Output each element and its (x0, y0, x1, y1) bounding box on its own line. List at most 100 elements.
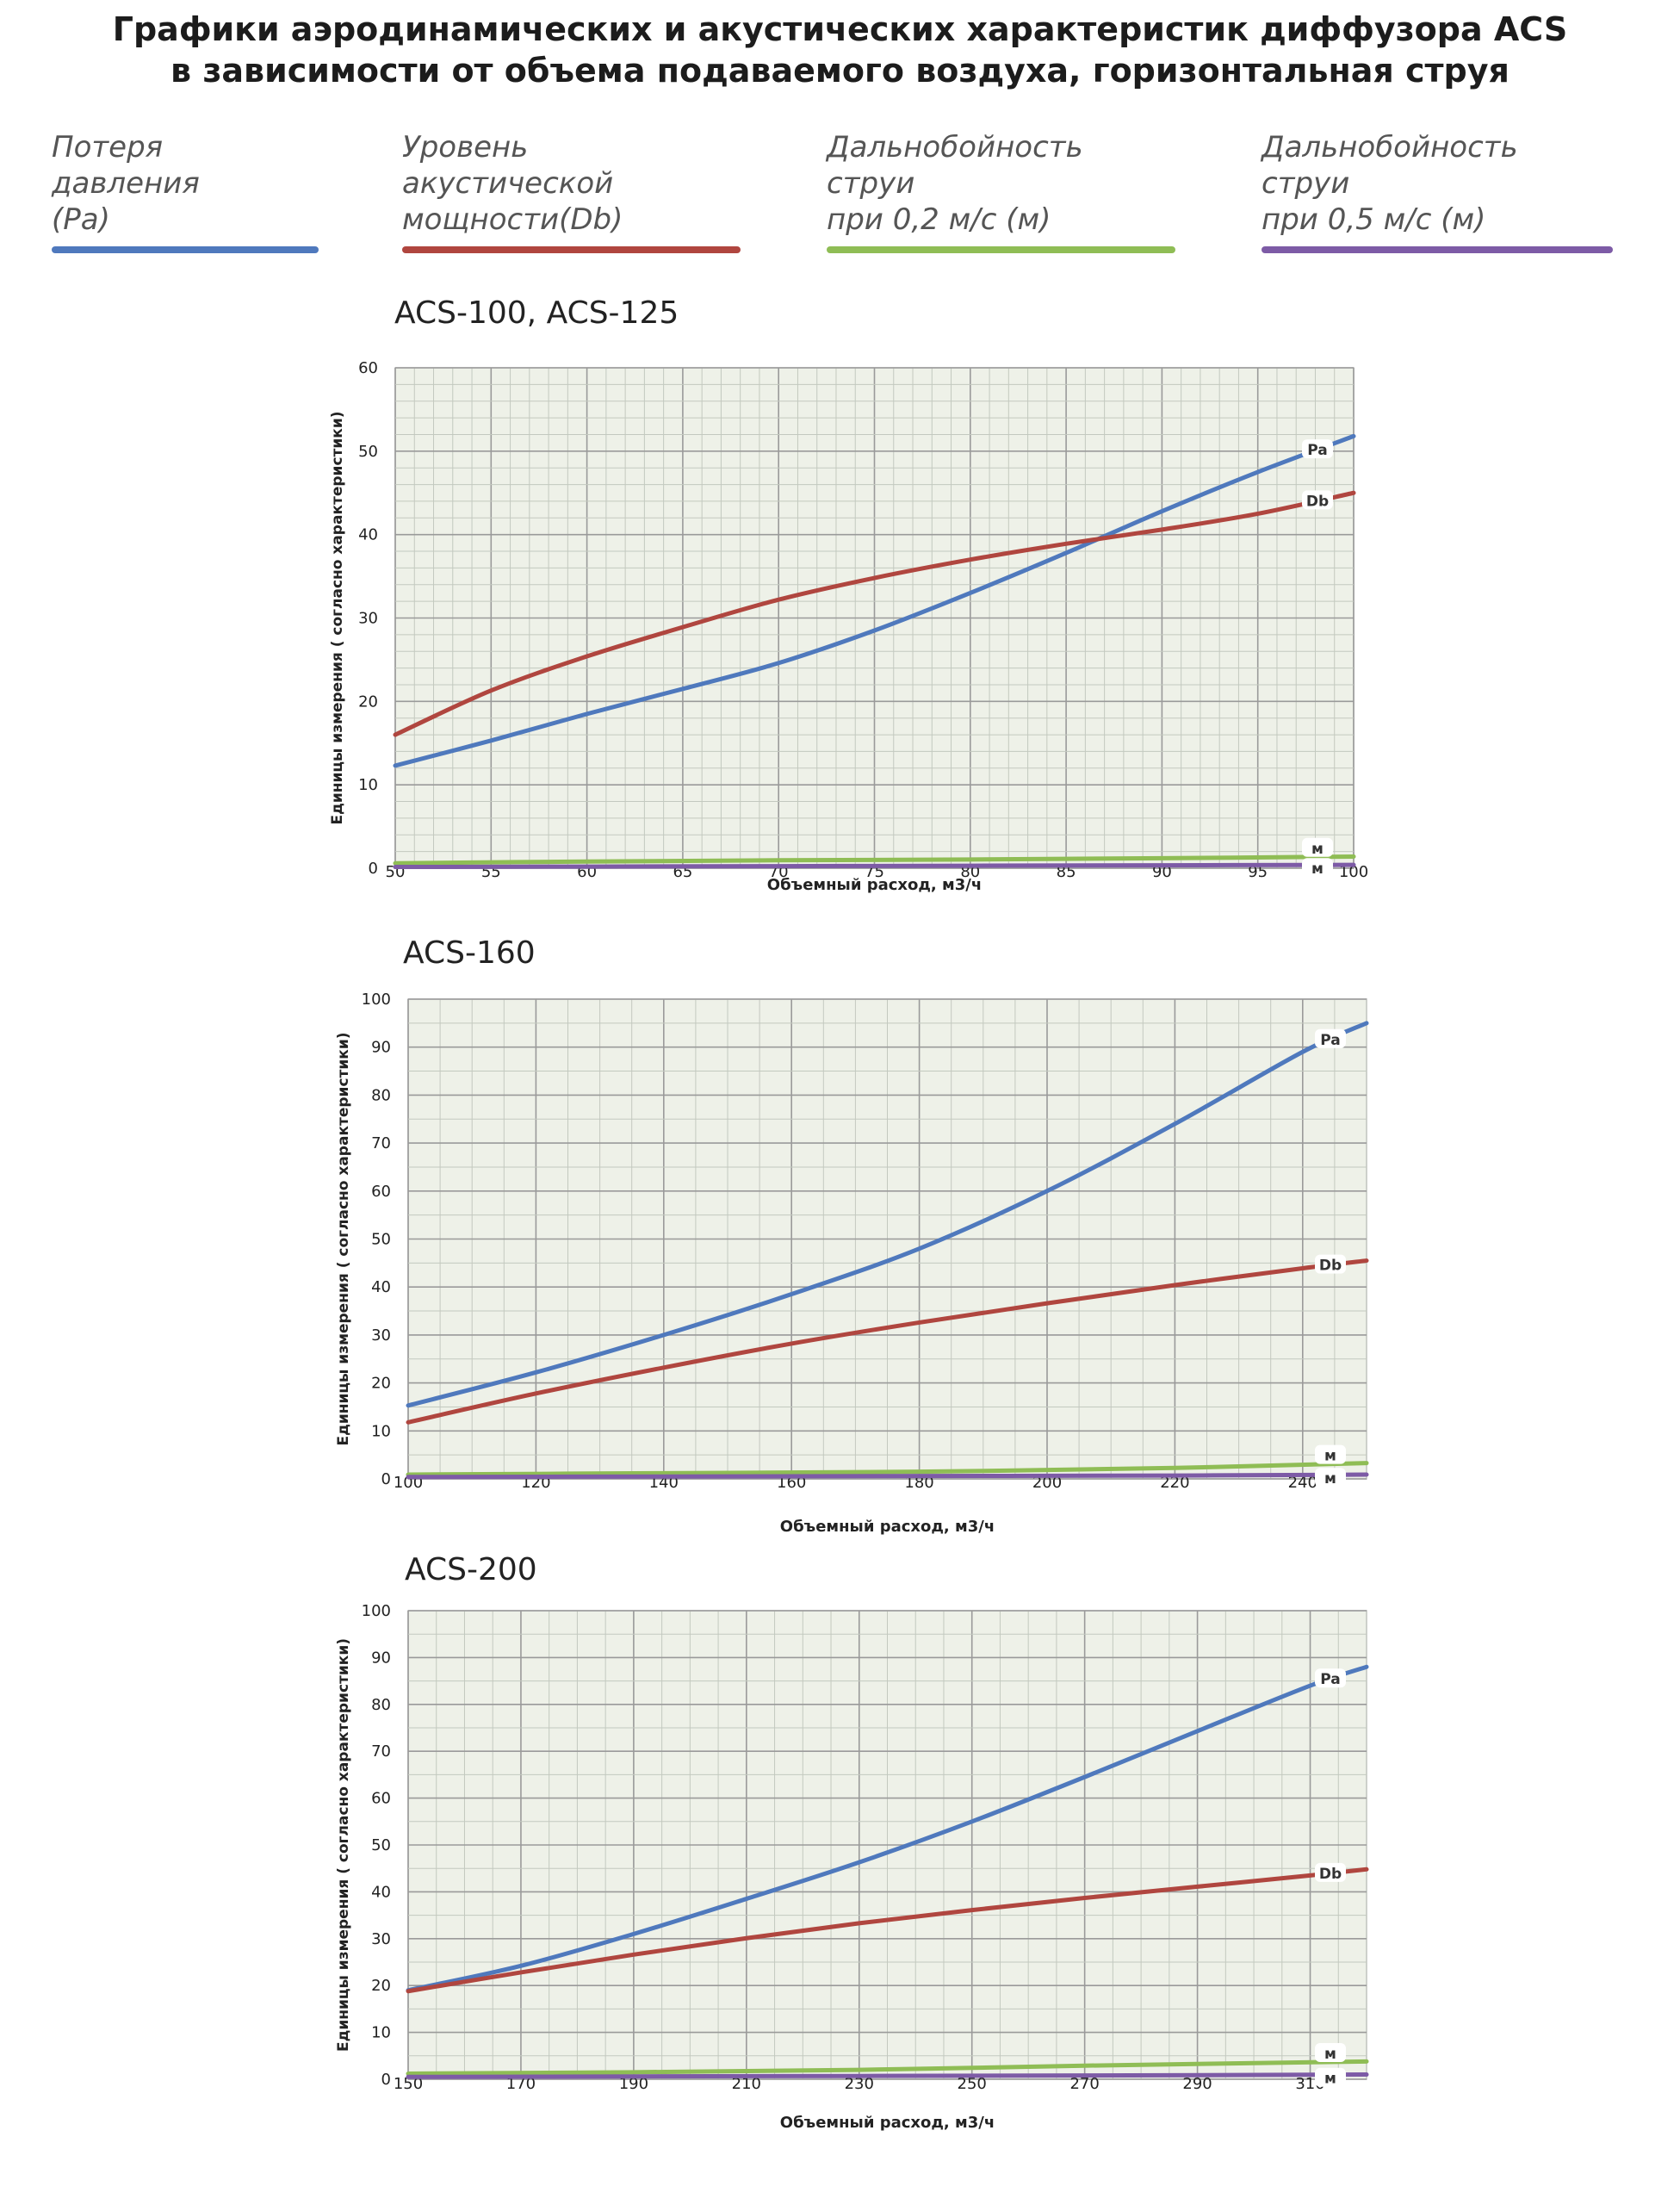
y-axis-label: Единицы измерения ( согласно характерист… (335, 1032, 352, 1445)
y-tick-label: 40 (358, 526, 378, 544)
y-axis-label: Единицы измерения ( согласно характерист… (335, 1638, 352, 2052)
series-line-db (406, 1866, 1369, 1994)
y-tick-label: 100 (362, 1602, 391, 1620)
series-label-bg-db (1302, 490, 1333, 510)
legend-item-throw-02: Дальнобойность струи при 0,2 м/с (м) (827, 129, 1175, 253)
x-axis-label: Объемный расход, м3/ч (767, 876, 982, 894)
y-tick-label: 50 (371, 1836, 391, 1854)
y-tick-label: 70 (371, 1134, 391, 1152)
y-axis-label: Единицы измерения ( согласно характерист… (329, 411, 346, 824)
legend-item-throw-05: Дальнобойность струи при 0,5 м/с (м) (1262, 129, 1613, 253)
grid (407, 1610, 1367, 2080)
x-tick-label: 150 (394, 2075, 423, 2093)
y-tick-label: 50 (358, 443, 378, 461)
series-line-m-purple (406, 1472, 1369, 1480)
series-label-db: Db (1319, 1258, 1342, 1275)
series-label-bg-m-purple (1315, 2067, 1346, 2087)
legend-line-pressure (52, 246, 319, 253)
page-title: Графики аэродинамических и акустических … (0, 9, 1680, 91)
x-tick-label: 95 (1248, 863, 1268, 881)
y-tick-label: 10 (371, 2024, 391, 2042)
y-tick-label: 40 (371, 1883, 391, 1901)
series-label-m-green: м (1324, 1448, 1336, 1465)
y-tick-label: 60 (371, 1790, 391, 1808)
y-tick-label: 60 (371, 1183, 391, 1201)
legend-label-throw-02: Дальнобойность струи при 0,2 м/с (м) (827, 130, 1083, 237)
series-label-bg-pa (1302, 439, 1333, 459)
y-tick-label: 10 (371, 1422, 391, 1440)
legend-line-throw-02 (827, 246, 1175, 253)
grid (407, 998, 1367, 1480)
series-label-m-green: м (1311, 841, 1324, 858)
y-tick-label: 30 (371, 1930, 391, 1948)
title-line-1: Графики аэродинамических и акустических … (112, 10, 1568, 48)
series-label-bg-m-green (1315, 2042, 1346, 2062)
series-label-bg-m-green (1302, 837, 1333, 857)
y-tick-label: 70 (371, 1742, 391, 1761)
y-tick-label: 30 (371, 1326, 391, 1345)
legend-label-acoustic: Уровень акустической мощности(Db) (402, 130, 623, 237)
series-label-bg-pa (1315, 1028, 1346, 1048)
series-label-m-green: м (1324, 2046, 1336, 2063)
y-tick-label: 100 (362, 991, 391, 1009)
series-line-m-green (393, 854, 1356, 866)
y-tick-label: 90 (371, 1039, 391, 1057)
y-tick-label: 10 (358, 776, 378, 794)
series-label-bg-pa (1315, 1668, 1346, 1688)
x-tick-label: 100 (1339, 863, 1368, 881)
series-label-bg-m-purple (1302, 858, 1333, 878)
series-line-m-green (406, 1461, 1369, 1477)
y-tick-label: 40 (371, 1278, 391, 1296)
legend-line-throw-05 (1262, 246, 1613, 253)
y-tick-label: 20 (371, 1977, 391, 1995)
chart-title: ACS-200 (405, 1552, 537, 1587)
series-label-pa: Pa (1320, 1671, 1340, 1688)
series-label-m-purple: м (1311, 860, 1324, 878)
series-label-pa: Pa (1320, 1032, 1340, 1049)
legend-item-pressure: Потеря давления (Pa) (52, 129, 319, 253)
x-tick-label: 270 (1069, 2075, 1099, 2093)
series-line-m-purple (406, 2072, 1369, 2079)
x-axis-label: Объемный расход, м3/ч (780, 1518, 995, 1536)
series-line-db (393, 490, 1356, 737)
legend-item-acoustic: Уровень акустической мощности(Db) (402, 129, 741, 253)
x-tick-label: 230 (845, 2075, 874, 2093)
y-tick-label: 80 (371, 1696, 391, 1714)
y-tick-label: 80 (371, 1086, 391, 1104)
series-label-bg-db (1315, 1862, 1346, 1882)
series-label-bg-m-purple (1315, 1468, 1346, 1488)
x-tick-label: 90 (1152, 863, 1172, 881)
series-label-m-purple: м (1324, 1470, 1336, 1488)
series-label-bg-m-green (1315, 1444, 1346, 1464)
y-tick-label: 20 (358, 693, 378, 711)
legend-label-throw-05: Дальнобойность струи при 0,5 м/с (м) (1262, 130, 1518, 237)
chart-title: ACS-160 (403, 935, 536, 971)
series-line-m-green (406, 2059, 1369, 2076)
series-label-db: Db (1319, 1866, 1342, 1883)
x-tick-label: 240 (1288, 1474, 1317, 1492)
series-line-db (406, 1258, 1369, 1425)
series-label-m-purple: м (1324, 2071, 1336, 2088)
series-line-m-purple (393, 862, 1356, 870)
x-axis-label: Объемный расход, м3/ч (780, 2114, 995, 2132)
x-tick-label: 170 (506, 2075, 536, 2093)
x-tick-label: 220 (1160, 1474, 1189, 1492)
y-tick-label: 0 (381, 2071, 391, 2089)
legend: Потеря давления (Pa) Уровень акустическо… (0, 129, 1680, 253)
series-line-pa (406, 1021, 1369, 1408)
x-tick-label: 250 (958, 2075, 987, 2093)
series-line-pa (393, 433, 1356, 768)
x-tick-label: 190 (619, 2075, 648, 2093)
y-tick-label: 60 (358, 359, 378, 377)
series-line-pa (406, 1664, 1369, 1993)
grid (394, 367, 1355, 869)
chart-title: ACS-100, ACS-125 (394, 295, 679, 331)
y-tick-label: 50 (371, 1231, 391, 1249)
y-tick-label: 20 (371, 1375, 391, 1393)
y-tick-label: 30 (358, 610, 378, 628)
x-tick-label: 290 (1182, 2075, 1212, 2093)
y-tick-label: 0 (381, 1470, 391, 1488)
